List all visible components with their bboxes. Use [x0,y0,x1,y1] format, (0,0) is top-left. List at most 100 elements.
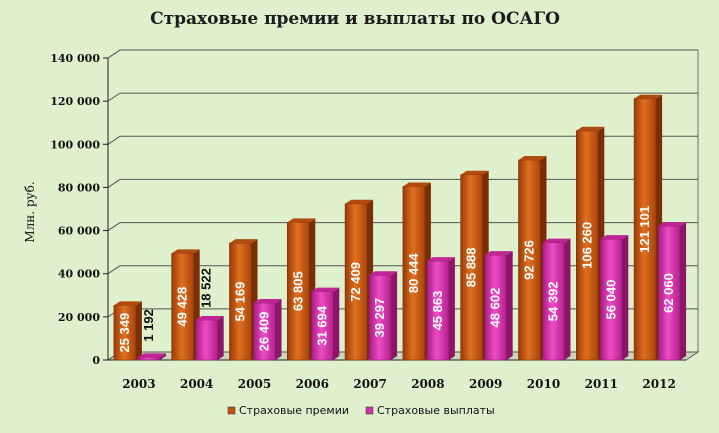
bar-top [600,235,629,240]
grid-diagonal [107,135,121,145]
bar-top [345,199,374,204]
x-tick-label: 2003 [122,377,155,391]
bar-top [542,238,571,243]
bar-top [369,271,398,276]
bar-top [634,94,663,99]
data-label: 45 863 [430,291,445,331]
bar-top [311,287,340,292]
bar-top [229,239,258,244]
y-tick-label: 20 000 [58,311,100,324]
y-tick-label: 100 000 [50,138,100,151]
data-label: 106 260 [579,222,594,269]
bar-payout [195,316,224,361]
bar-side [333,287,340,360]
bar-payout [368,271,398,361]
bar-top [171,249,200,254]
data-label: 72 409 [348,262,363,302]
x-tick-label: 2009 [469,377,502,391]
legend-label-premium: Страховые премии [239,404,349,417]
bar-side [275,299,282,360]
bar-payout [426,257,455,361]
bar-payout [253,299,282,361]
grid-diagonal [107,49,121,59]
data-label: 1 192 [141,309,156,342]
bar-premium [460,170,489,361]
data-label: 25 349 [117,313,132,353]
x-tick-label: 2010 [527,377,560,391]
bar-side [622,235,629,360]
bar-side [391,271,398,360]
data-label: 85 888 [464,247,479,287]
data-label: 63 805 [290,271,305,311]
bar-top [460,170,489,175]
data-label: 92 726 [522,240,537,280]
data-label: 39 297 [372,298,387,338]
data-label: 62 060 [661,273,676,313]
bar-payout [484,251,513,361]
legend-swatch-payout [365,406,374,415]
bar-top [402,182,431,187]
grid-diagonal [107,265,121,275]
data-label: 56 040 [603,280,618,320]
bar-top [576,126,605,131]
bar-top [287,218,316,223]
x-tick-label: 2004 [180,377,213,391]
x-tick-label: 2008 [411,377,444,391]
data-label: 31 694 [314,305,329,346]
data-label: 48 602 [488,288,503,328]
bar-front [137,357,161,361]
bars [113,94,687,361]
data-label: 80 444 [406,253,421,294]
bar-side [564,238,571,360]
bar-payout [599,235,629,361]
bar-premium [171,249,200,361]
y-tick-label: 0 [92,354,100,367]
data-label: 26 409 [257,312,272,352]
grid-diagonal [107,222,121,231]
x-tick-label: 2007 [353,377,386,391]
bar-top [658,222,687,227]
bar-top [195,316,224,321]
grid-diagonal [107,92,121,102]
grid-diagonal [107,179,121,188]
chart-title: Страховые премии и выплаты по ОСАГО [150,9,560,29]
bar-payout [657,222,687,361]
legend-label-payout: Страховые выплаты [377,404,495,417]
x-ticks: 2003 2004 2005 2006 2007 2008 2009 2010 2011 2012 [122,377,676,391]
bar-top [518,155,547,160]
bar-side [135,301,142,360]
bar-premium [402,182,431,361]
bar-top [253,299,282,304]
bar-side [159,353,166,360]
bar-side [448,257,455,360]
data-label: 49 428 [175,287,190,327]
data-label: 54 392 [546,281,561,321]
x-tick-label: 2011 [585,377,618,391]
y-tick-label: 40 000 [58,268,100,281]
x-tick-label: 2006 [296,377,329,391]
bar-side [217,316,224,360]
bar-side [680,222,687,360]
data-label: 18 522 [199,268,214,308]
bar-top [113,301,142,306]
x-tick-label: 2012 [642,377,675,391]
bar-top [484,251,513,256]
bar-side [506,251,513,360]
bar-top [426,257,455,262]
y-tick-label: 60 000 [58,225,100,238]
y-tick-label: 120 000 [50,95,100,108]
data-labels: 25 349 1 192 49 428 18 522 54 169 26 409 63 80… [117,206,676,353]
bar-payout [137,353,166,361]
data-label: 121 101 [637,206,652,253]
bar-front [195,319,218,361]
y-axis-label: Млн. руб. [23,181,37,242]
y-tick-label: 140 000 [50,52,100,65]
bar-payout [542,238,571,361]
bar-top [137,353,166,358]
bar-payout [310,287,340,361]
legend-swatch-premium [227,406,236,415]
y-tick-label: 80 000 [58,181,100,194]
bar-premium [113,301,142,361]
